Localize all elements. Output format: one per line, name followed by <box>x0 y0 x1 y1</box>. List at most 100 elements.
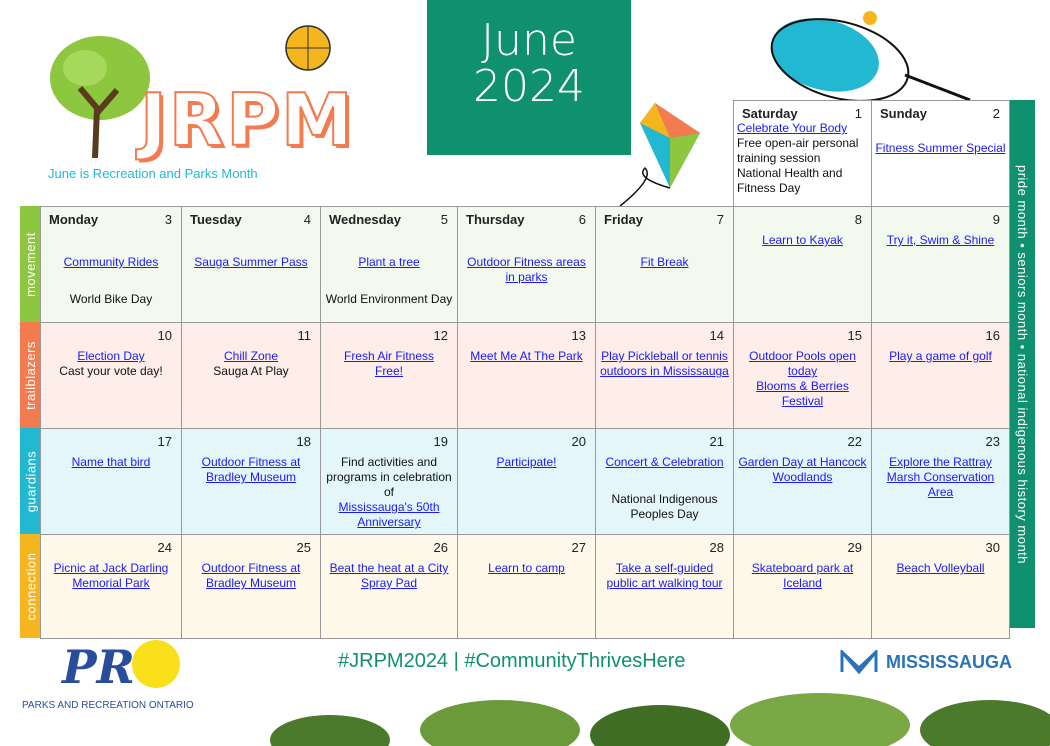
event-link[interactable]: Beat the heat at a City Spray Pad <box>329 561 449 590</box>
event-note: Find activities and programs in celebrat… <box>326 455 452 499</box>
category-label: guardians <box>23 450 39 512</box>
event-link[interactable]: Blooms & Berries Festival <box>756 379 849 408</box>
day-number: 13 <box>571 328 586 343</box>
month: June <box>481 15 577 66</box>
event-link[interactable]: Sauga Summer Pass <box>194 255 308 269</box>
day-cell-8: 8 Learn to Kayak <box>733 206 872 323</box>
day-number: 2 <box>992 106 1000 121</box>
weekday-label: Friday <box>604 212 644 227</box>
event-link[interactable]: Garden Day at Hancock Woodlands <box>738 455 867 484</box>
day-number: 29 <box>847 540 862 555</box>
event-note: Cast your vote day! <box>59 364 163 378</box>
weekday-label: Tuesday <box>190 212 242 227</box>
category-movement: movement <box>20 206 41 322</box>
event-link[interactable]: Concert & Celebration <box>605 455 724 469</box>
event-note: World Environment Day <box>325 292 453 306</box>
day-cell-25: 25 Outdoor Fitness at Bradley Museum <box>181 534 321 639</box>
day-cell-19: 19 Find activities and programs in celebr… <box>320 428 458 535</box>
day-cell-3: Monday 3 Community Rides World Bike Day <box>40 206 182 323</box>
pro-name: PARKS AND RECREATION ONTARIO <box>22 700 194 711</box>
day-cell-27: 27 Learn to camp <box>457 534 596 639</box>
event-link[interactable]: Learn to Kayak <box>762 233 843 247</box>
weekday-label: Wednesday <box>329 212 402 227</box>
event-link[interactable]: Explore the Rattray Marsh Conservation A… <box>886 455 995 499</box>
event-link[interactable]: Participate! <box>496 455 557 469</box>
category-connection: connection <box>20 534 41 638</box>
day-number: 3 <box>164 212 172 227</box>
day-number: 14 <box>709 328 724 343</box>
day-cell-2: Sunday 2 Fitness Summer Special <box>871 100 1010 207</box>
day-number: 21 <box>709 434 724 449</box>
day-number: 25 <box>296 540 311 555</box>
event-link[interactable]: Fresh Air Fitness <box>343 349 435 363</box>
jrpm-logo-text: JRPM <box>139 77 355 163</box>
event-link[interactable]: Beach Volleyball <box>896 561 985 575</box>
day-cell-6: Thursday 6 Outdoor Fitness areas in parks <box>457 206 596 323</box>
day-cell-7: Friday 7 Fit Break <box>595 206 734 323</box>
event-note: Sauga At Play <box>213 364 289 378</box>
day-cell-28: 28 Take a self-guided public art walking … <box>595 534 734 639</box>
jrpm-logo <box>40 18 331 188</box>
weekday-label: Thursday <box>466 212 525 227</box>
event-link[interactable]: Play Pickleball or tennis outdoors in Mi… <box>600 349 729 378</box>
event-link[interactable]: Learn to camp <box>488 561 565 575</box>
city-name: MISSISSAUGA <box>886 651 1013 672</box>
event-link[interactable]: Name that bird <box>71 455 151 469</box>
treeline-image <box>270 693 1050 746</box>
day-number: 5 <box>440 212 448 227</box>
day-cell-20: 20 Participate! <box>457 428 596 535</box>
day-cell-12: 12 Fresh Air Fitness Free! <box>320 322 458 429</box>
event-link[interactable]: Meet Me At The Park <box>470 349 583 363</box>
day-number: 11 <box>297 328 312 343</box>
day-number: 1 <box>854 106 862 121</box>
pro-logo-text: PR <box>62 640 135 694</box>
category-label: connection <box>23 552 39 620</box>
day-cell-15: 15 Outdoor Pools open today Blooms & Berri… <box>733 322 872 429</box>
day-number: 4 <box>303 212 311 227</box>
event-link[interactable]: Plant a tree <box>358 255 420 269</box>
day-cell-14: 14 Play Pickleball or tennis outdoors in … <box>595 322 734 429</box>
day-number: 30 <box>985 540 1000 555</box>
event-link[interactable]: Outdoor Fitness areas in parks <box>467 255 586 284</box>
event-link[interactable]: Fitness Summer Special <box>875 141 1006 155</box>
day-cell-16: 16 Play a game of golf <box>871 322 1010 429</box>
day-number: 17 <box>157 434 172 449</box>
day-cell-17: 17 Name that bird <box>40 428 182 535</box>
event-link[interactable]: Chill Zone <box>223 349 279 363</box>
observances-band: pride month • seniors month • national i… <box>1010 100 1035 628</box>
day-number: 28 <box>709 540 724 555</box>
event-link[interactable]: Free! <box>374 364 403 378</box>
event-link[interactable]: Celebrate Your Body <box>737 121 848 135</box>
event-link[interactable]: Election Day <box>77 349 145 363</box>
day-cell-13: 13 Meet Me At The Park <box>457 322 596 429</box>
event-link[interactable]: Community Rides <box>63 255 159 269</box>
event-link[interactable]: Try it, Swim & Shine <box>886 233 995 247</box>
event-link[interactable]: Fit Break <box>640 255 689 269</box>
event-link[interactable]: Outdoor Fitness at Bradley Museum <box>201 455 301 484</box>
day-cell-30: 30 Beach Volleyball <box>871 534 1010 639</box>
event-link[interactable]: Mississauga's 50th Anniversary <box>338 500 440 529</box>
event-link[interactable]: Skateboard park at Iceland <box>751 561 854 590</box>
day-number: 6 <box>578 212 586 227</box>
day-number: 19 <box>433 434 448 449</box>
weekday-label: Monday <box>49 212 99 227</box>
event-link[interactable]: Outdoor Pools open today <box>749 349 856 378</box>
day-cell-18: 18 Outdoor Fitness at Bradley Museum <box>181 428 321 535</box>
event-link[interactable]: Take a self-guided public art walking to… <box>606 561 723 590</box>
day-number: 27 <box>571 540 586 555</box>
day-cell-1: Saturday 1 Celebrate Your Body Free open-ai… <box>733 100 872 207</box>
event-link[interactable]: Picnic at Jack Darling Memorial Park <box>53 561 169 590</box>
category-label: movement <box>23 231 39 297</box>
event-note: National Indigenous Peoples Day <box>611 492 718 521</box>
day-number: 23 <box>985 434 1000 449</box>
day-cell-10: 10 Election Day Cast your vote day! <box>40 322 182 429</box>
event-link[interactable]: Play a game of golf <box>889 349 992 363</box>
day-cell-5: Wednesday 5 Plant a tree World Environment … <box>320 206 458 323</box>
day-number: 24 <box>157 540 172 555</box>
event-link[interactable]: Outdoor Fitness at Bradley Museum <box>201 561 301 590</box>
day-number: 9 <box>992 212 1000 227</box>
tagline: June is Recreation and Parks Month <box>48 166 258 181</box>
category-label: trailblazers <box>23 340 39 410</box>
day-number: 15 <box>847 328 862 343</box>
racket-icon <box>770 11 971 102</box>
